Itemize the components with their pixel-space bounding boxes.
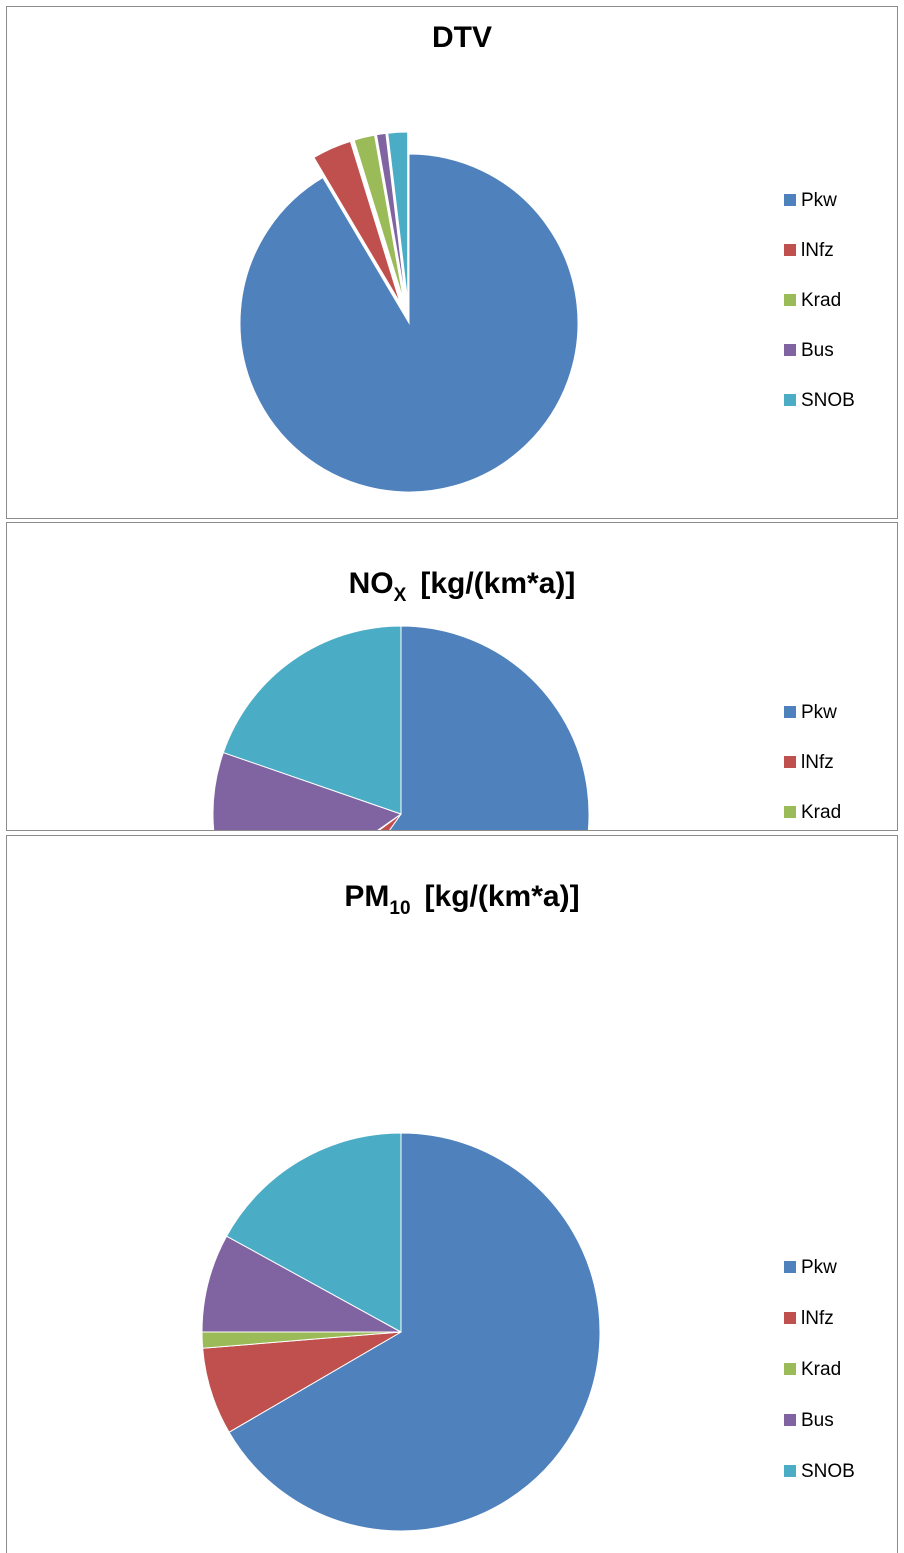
pie-slice-snob	[225, 1132, 402, 1333]
pie-slice-bus	[212, 751, 403, 830]
legend-swatch-bus	[784, 1414, 796, 1426]
pie-slices	[201, 1132, 601, 1532]
pie-slice-bus	[201, 1235, 402, 1333]
legend-label-lnfz: lNfz	[801, 1308, 834, 1329]
legend-swatch-snob	[784, 1465, 796, 1477]
legend: Pkw lNfz Krad Bus SNOB	[784, 190, 855, 411]
pie-slice-lnfz	[313, 140, 401, 304]
chart-panel-pm10: PM10 [kg/(km*a)] Pkw lNfz Krad Bus SNOB	[6, 835, 898, 1553]
legend-label-lnfz: lNfz	[801, 752, 834, 773]
chart-title: PM10 [kg/(km*a)]	[344, 880, 579, 919]
legend-label-bus: Bus	[801, 340, 834, 361]
pie-slices	[212, 625, 590, 830]
pie-slice-bus	[375, 132, 407, 302]
pie-slices	[239, 131, 579, 493]
pie-slice-pkw	[228, 1132, 601, 1532]
pie-chart-dtv: DTV Pkw lNfz Krad Bus SNOB	[239, 21, 855, 493]
legend-label-snob: SNOB	[801, 1461, 855, 1482]
pie-slice-krad	[353, 134, 405, 302]
legend-label-snob: SNOB	[801, 390, 855, 411]
legend-swatch-pkw	[784, 706, 796, 718]
legend-swatch-lnfz	[784, 1312, 796, 1324]
pie-slice-snob	[222, 625, 402, 815]
legend-label-bus: Bus	[801, 1410, 834, 1431]
legend-swatch-lnfz	[784, 244, 796, 256]
legend-swatch-bus	[784, 344, 796, 356]
legend-swatch-lnfz	[784, 756, 796, 768]
legend-swatch-krad	[784, 1363, 796, 1375]
legend-swatch-snob	[784, 394, 796, 406]
legend-label-pkw: Pkw	[801, 702, 837, 723]
legend-label-pkw: Pkw	[801, 1257, 837, 1278]
pie-chart-pm10: PM10 [kg/(km*a)] Pkw lNfz Krad Bus SNOB	[201, 880, 855, 1532]
legend-label-krad: Krad	[801, 290, 841, 311]
legend-label-pkw: Pkw	[801, 190, 837, 211]
pie-slice-snob	[387, 131, 409, 302]
legend-label-krad: Krad	[801, 1359, 841, 1380]
legend-swatch-pkw	[784, 1261, 796, 1273]
pie-slice-pkw	[389, 625, 590, 830]
legend-label-lnfz: lNfz	[801, 240, 834, 261]
legend-swatch-krad	[784, 294, 796, 306]
legend-label-krad: Krad	[801, 802, 841, 823]
chart-panel-dtv: DTV Pkw lNfz Krad Bus SNOB	[6, 6, 898, 519]
chart-title: NOX [kg/(km*a)]	[349, 567, 576, 606]
legend-swatch-krad	[784, 806, 796, 818]
chart-title: DTV	[432, 21, 492, 54]
legend-swatch-pkw	[784, 194, 796, 206]
pie-slice-pkw	[239, 153, 579, 493]
legend: Pkw lNfz Krad Bus SNOB	[784, 1257, 855, 1482]
